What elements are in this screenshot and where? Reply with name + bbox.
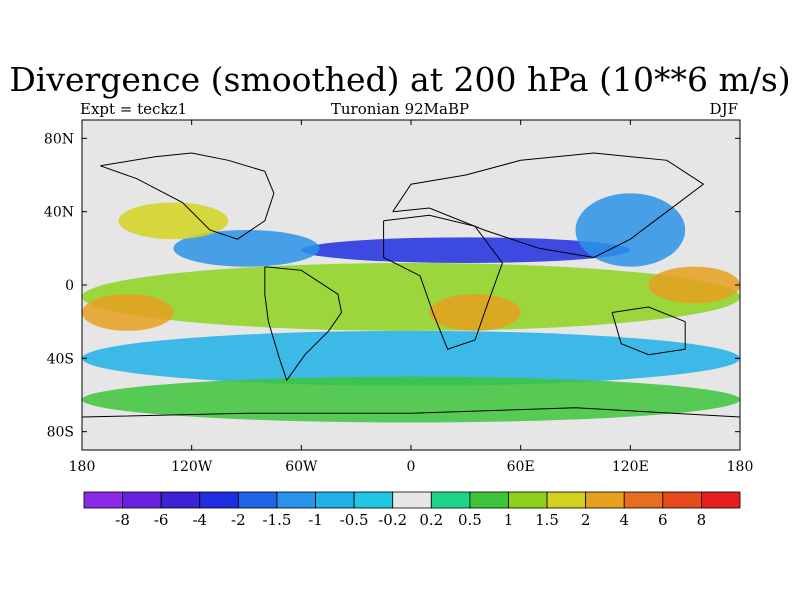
colorbar-swatch: [83, 491, 123, 509]
x-tick-label: 120E: [612, 459, 649, 475]
colorbar-label: -0.5: [340, 511, 369, 529]
colorbar-swatch: [160, 491, 201, 509]
field-region-6: [429, 294, 521, 331]
colorbar-swatch: [546, 491, 587, 509]
experiment-label: Expt = teckz1: [80, 100, 187, 118]
colorbar-swatch: [353, 491, 394, 509]
field-region-4: [82, 294, 174, 331]
field-region-3: [82, 263, 740, 331]
field-region-9: [82, 376, 740, 423]
coastlines: [82, 152, 740, 418]
x-tick-label: 60W: [285, 459, 318, 475]
colorbar-label: -1: [308, 511, 323, 529]
x-tick-label: 180: [69, 459, 96, 475]
x-tick-label: 180: [727, 459, 754, 475]
colorbar-label: 0.2: [419, 511, 443, 529]
colorbar-swatch: [122, 491, 162, 509]
y-tick-label: 40N: [44, 205, 74, 221]
colorbar-swatch: [430, 491, 471, 509]
y-tick-label: 0: [65, 278, 74, 294]
colorbar-label: -6: [154, 511, 169, 529]
colorbar-label: -2: [231, 511, 246, 529]
coastline-2: [383, 214, 503, 350]
coastline-0: [100, 152, 275, 240]
chart-title: Divergence (smoothed) at 200 hPa (10**6 …: [9, 60, 791, 99]
y-tick-label: 80S: [47, 425, 74, 441]
colorbar-swatch: [276, 491, 316, 509]
colorbar-label: 6: [658, 511, 668, 529]
colorbar-label: 0.5: [458, 511, 482, 529]
x-tick-label: 60E: [507, 459, 535, 475]
season-label: DJF: [709, 100, 738, 118]
colorbar-label: -8: [115, 511, 130, 529]
divergence-field: [82, 193, 740, 423]
y-tick-label: 40S: [47, 351, 74, 367]
coastline-5: [82, 407, 740, 418]
y-tick-label: 80N: [44, 131, 74, 147]
period-label: Turonian 92MaBP: [330, 100, 470, 118]
colorbar: -8 -6 -4 -2 -1.5 -1 -0.5 -0.2 0.2 0.5 1 1.5 2 4 6 8: [83, 491, 741, 529]
field-region-8: [82, 330, 740, 386]
field-region-2: [173, 230, 320, 267]
colorbar-label: 4: [619, 511, 629, 529]
axes: 180 120W 60W 0 60E 120E 180 80N 40N 0 40S 80S: [44, 120, 753, 475]
coastline-1: [264, 266, 343, 382]
field-region-1: [575, 193, 686, 267]
x-tick-label: 120W: [171, 459, 213, 475]
colorbar-label: 8: [697, 511, 707, 529]
field-region-5: [648, 266, 740, 304]
colorbar-swatch: [623, 491, 664, 509]
colorbar-swatch: [315, 491, 355, 509]
colorbar-label: -1.5: [262, 511, 291, 529]
colorbar-label: -4: [192, 511, 207, 529]
colorbar-label: 2: [581, 511, 591, 529]
field-region-7: [118, 202, 229, 240]
x-tick-label: 0: [407, 459, 416, 475]
colorbar-swatch: [585, 491, 625, 509]
colorbar-label: 1.5: [535, 511, 559, 529]
colorbar-swatch: [469, 491, 509, 509]
colorbar-swatch: [199, 491, 239, 509]
coastline-4: [611, 306, 686, 356]
colorbar-swatch: [237, 491, 278, 509]
coastline-3: [392, 152, 705, 259]
colorbar-label: 1: [504, 511, 514, 529]
colorbar-label: -0.2: [378, 511, 407, 529]
colorbar-swatch: [508, 491, 548, 509]
colorbar-swatch: [392, 491, 432, 509]
colorbar-swatch: [701, 491, 741, 509]
colorbar-swatch: [662, 491, 702, 509]
